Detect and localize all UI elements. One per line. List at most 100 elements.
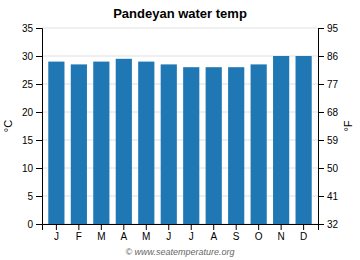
tick-label: 20 bbox=[22, 107, 34, 118]
bar bbox=[161, 64, 177, 224]
tick-mark bbox=[318, 224, 324, 225]
tick: M bbox=[142, 224, 150, 242]
tick: 86 bbox=[318, 51, 339, 62]
tick-label: F bbox=[76, 231, 82, 242]
y-axis: 0 5 10 15 20 25 30 35 bbox=[22, 23, 43, 230]
tick-label: 10 bbox=[22, 163, 34, 174]
tick: F bbox=[76, 224, 82, 242]
tick-label: 41 bbox=[327, 191, 339, 202]
tick-label: O bbox=[255, 231, 263, 242]
bar bbox=[183, 67, 199, 224]
bar bbox=[116, 59, 132, 224]
bar bbox=[296, 56, 312, 224]
tick-mark bbox=[281, 224, 282, 230]
tick-mark bbox=[318, 28, 324, 29]
tick-mark bbox=[236, 224, 237, 230]
tick-mark bbox=[78, 224, 79, 230]
tick-mark bbox=[101, 224, 102, 230]
tick-mark bbox=[36, 112, 42, 113]
bar bbox=[71, 64, 87, 224]
tick-label: 50 bbox=[327, 163, 339, 174]
bar bbox=[228, 67, 244, 224]
tick-label: 77 bbox=[327, 79, 339, 90]
tick-mark bbox=[168, 224, 169, 230]
title: Pandeyan water temp bbox=[113, 6, 247, 21]
tick: 50 bbox=[318, 163, 339, 174]
tick: 35 bbox=[22, 23, 42, 34]
tick-label: 68 bbox=[327, 107, 339, 118]
bar bbox=[48, 62, 64, 224]
axis-domain bbox=[36, 29, 43, 225]
tick: J bbox=[189, 224, 194, 242]
tick: 0 bbox=[27, 219, 42, 230]
tick-mark bbox=[191, 224, 192, 230]
tick-label: M bbox=[97, 231, 105, 242]
tick-mark bbox=[36, 28, 42, 29]
y2-axis-title: °F bbox=[342, 120, 354, 131]
tick: 68 bbox=[318, 107, 339, 118]
grid bbox=[42, 28, 318, 224]
tick-label: 35 bbox=[22, 23, 34, 34]
tick: N bbox=[278, 224, 285, 242]
bar bbox=[206, 67, 222, 224]
tick: J bbox=[54, 224, 59, 242]
plot: J F M A M J J A S O N D 0 5 10 15 20 25 30 35 32 41 50 59 68 77 86… bbox=[22, 23, 339, 242]
tick-label: S bbox=[233, 231, 240, 242]
tick: 5 bbox=[27, 191, 42, 202]
tick-label: 59 bbox=[327, 135, 339, 146]
tick: 25 bbox=[22, 79, 42, 90]
tick-mark bbox=[303, 224, 304, 230]
chart: J F M A M J J A S O N D 0 5 10 15 20 25 30 35 32 41 50 59 68 77 86… bbox=[0, 0, 360, 260]
tick-mark bbox=[146, 224, 147, 230]
x-axis: JFMAMJJASOND bbox=[43, 224, 319, 242]
tick: 32 bbox=[318, 219, 339, 230]
tick-mark bbox=[318, 112, 324, 113]
annotation: © www.seatemperature.org bbox=[125, 247, 234, 257]
bar bbox=[251, 64, 267, 224]
tick: 41 bbox=[318, 191, 339, 202]
tick-mark bbox=[56, 224, 57, 230]
tick: M bbox=[97, 224, 105, 242]
tick: S bbox=[233, 224, 240, 242]
tick-mark bbox=[36, 56, 42, 57]
tick-label: 30 bbox=[22, 51, 34, 62]
tick: O bbox=[255, 224, 263, 242]
tick-label: J bbox=[189, 231, 194, 242]
tick-label: 32 bbox=[327, 219, 339, 230]
tick: A bbox=[120, 224, 127, 242]
tick-mark bbox=[36, 168, 42, 169]
y2-axis: 32 41 50 59 68 77 86 95 bbox=[318, 23, 339, 230]
tick-mark bbox=[36, 224, 42, 225]
tick-mark bbox=[318, 84, 324, 85]
tick-label: M bbox=[142, 231, 150, 242]
tick: D bbox=[300, 224, 307, 242]
tick-label: A bbox=[210, 231, 217, 242]
tick-mark bbox=[123, 224, 124, 230]
tick-label: 15 bbox=[22, 135, 34, 146]
tick-mark bbox=[36, 84, 42, 85]
tick-mark bbox=[318, 140, 324, 141]
tick-mark bbox=[36, 140, 42, 141]
tick-label: 0 bbox=[27, 219, 33, 230]
tick: 10 bbox=[22, 163, 42, 174]
tick: J bbox=[166, 224, 171, 242]
tick-label: D bbox=[300, 231, 307, 242]
y-axis-title: °C bbox=[2, 120, 14, 132]
tick-mark bbox=[36, 196, 42, 197]
tick-label: 86 bbox=[327, 51, 339, 62]
tick: 30 bbox=[22, 51, 42, 62]
tick-label: 95 bbox=[327, 23, 339, 34]
axis-domain bbox=[319, 29, 325, 225]
tick-mark bbox=[318, 196, 324, 197]
tick: A bbox=[210, 224, 217, 242]
tick-mark bbox=[258, 224, 259, 230]
tick: 20 bbox=[22, 107, 42, 118]
tick: 95 bbox=[318, 23, 339, 34]
tick-mark bbox=[318, 168, 324, 169]
tick-label: A bbox=[120, 231, 127, 242]
tick: 59 bbox=[318, 135, 339, 146]
tick-label: J bbox=[54, 231, 59, 242]
tick-label: N bbox=[278, 231, 285, 242]
tick-label: J bbox=[166, 231, 171, 242]
bar bbox=[138, 62, 154, 224]
